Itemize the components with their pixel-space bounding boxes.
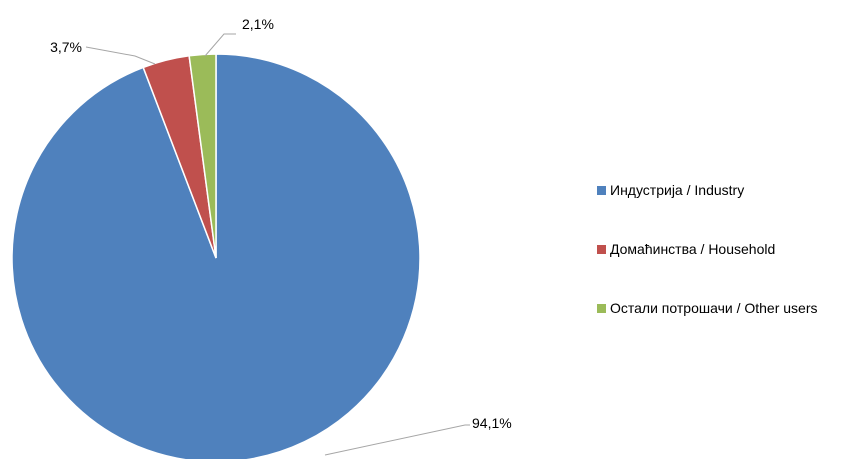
pie-slice-other-users — [188, 53, 217, 259]
legend: Индустрија / Industry Домаћинства / Hous… — [597, 180, 847, 357]
legend-item-industry: Индустрија / Industry — [597, 180, 847, 200]
legend-swatch-industry — [597, 185, 606, 195]
legend-item-other-users: Остали потрошачи / Other users — [597, 298, 847, 318]
data-label-household: 3,7% — [50, 39, 82, 55]
legend-swatch-other-users — [597, 303, 606, 313]
legend-label-industry: Индустрија / Industry — [610, 182, 745, 198]
leader-line-industry — [324, 424, 470, 456]
data-label-other-users: 2,1% — [242, 16, 274, 32]
legend-label-other-users: Остали потрошачи / Other users — [610, 300, 818, 316]
data-label-industry: 94,1% — [472, 415, 512, 431]
leader-line-household — [85, 46, 156, 65]
legend-swatch-household — [597, 244, 606, 254]
leader-line-other-users — [204, 33, 236, 57]
legend-label-household: Домаћинства / Household — [610, 241, 776, 257]
legend-item-household: Домаћинства / Household — [597, 239, 847, 259]
